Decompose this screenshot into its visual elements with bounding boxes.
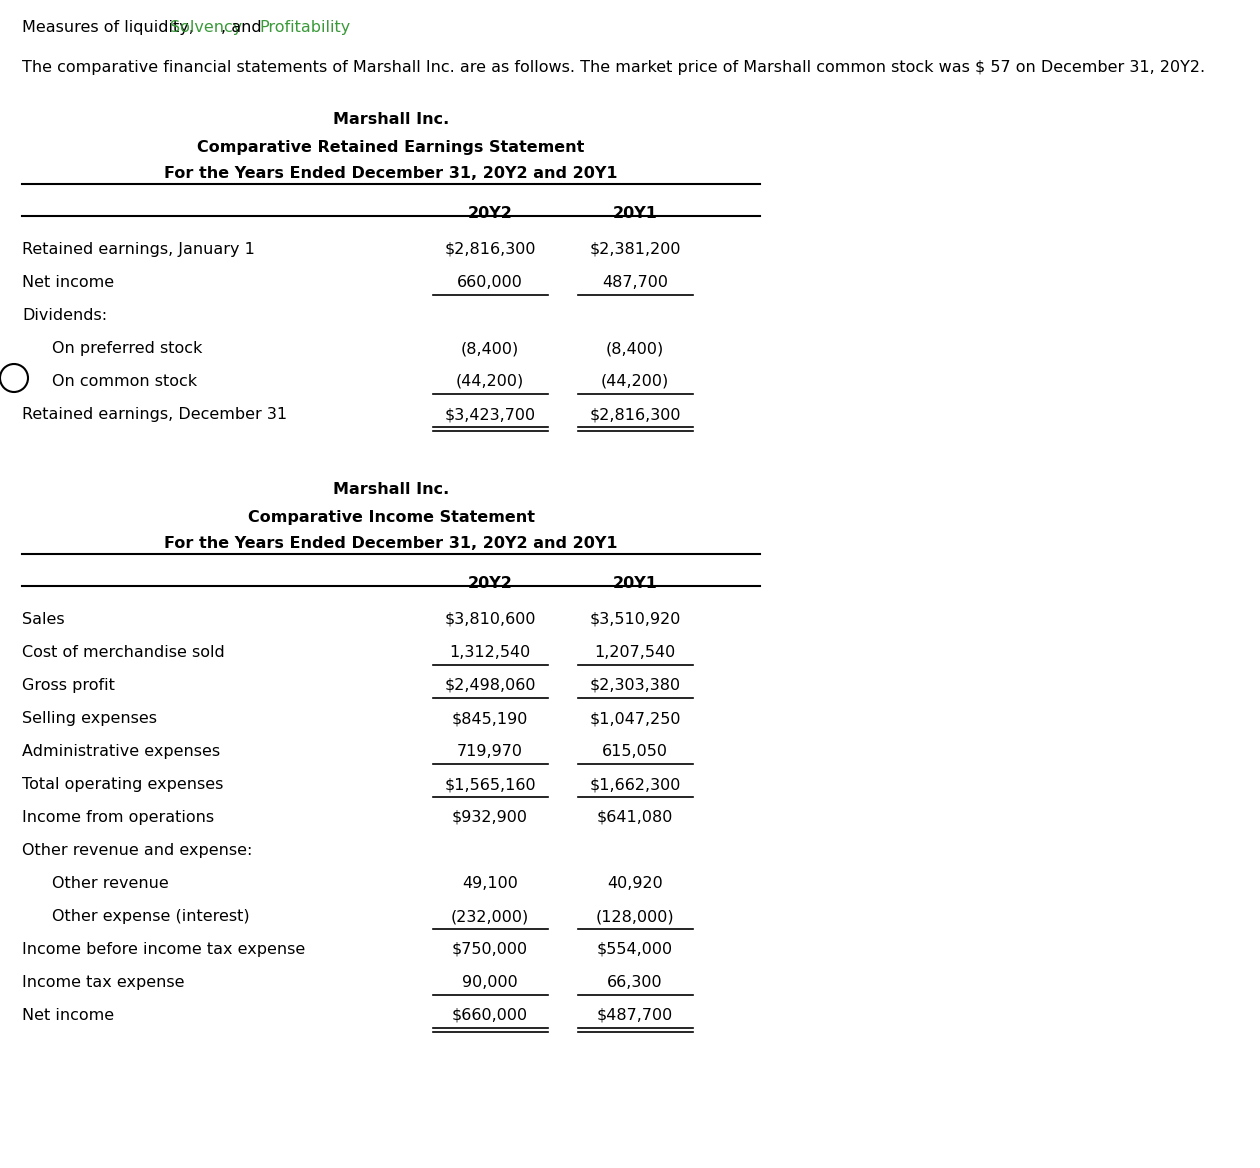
Text: (8,400): (8,400) — [606, 341, 664, 356]
Text: , and: , and — [220, 20, 267, 35]
Text: Comparative Retained Earnings Statement: Comparative Retained Earnings Statement — [198, 140, 585, 155]
Text: $641,080: $641,080 — [597, 809, 673, 825]
Text: Measures of liquidity,: Measures of liquidity, — [21, 20, 199, 35]
Text: $3,810,600: $3,810,600 — [445, 612, 536, 627]
Text: The comparative financial statements of Marshall Inc. are as follows. The market: The comparative financial statements of … — [21, 60, 1205, 75]
Text: $1,047,250: $1,047,250 — [590, 711, 680, 726]
Text: $2,303,380: $2,303,380 — [590, 677, 680, 693]
Text: $2,498,060: $2,498,060 — [445, 677, 536, 693]
Text: Income tax expense: Income tax expense — [21, 975, 184, 990]
Text: On common stock: On common stock — [52, 374, 197, 389]
Text: Other expense (interest): Other expense (interest) — [52, 909, 249, 924]
Text: 719,970: 719,970 — [457, 744, 523, 759]
Text: Income before income tax expense: Income before income tax expense — [21, 943, 305, 957]
Text: 49,100: 49,100 — [462, 876, 518, 891]
Text: $2,381,200: $2,381,200 — [590, 242, 680, 257]
Text: $554,000: $554,000 — [597, 943, 673, 957]
Text: Other revenue: Other revenue — [52, 876, 169, 891]
Text: Retained earnings, December 31: Retained earnings, December 31 — [21, 406, 287, 422]
Text: Administrative expenses: Administrative expenses — [21, 744, 220, 759]
Text: $2,816,300: $2,816,300 — [590, 406, 680, 422]
Text: 1,207,540: 1,207,540 — [595, 645, 675, 660]
Text: $1,662,300: $1,662,300 — [590, 777, 680, 792]
Text: Net income: Net income — [21, 274, 115, 290]
Text: Comparative Income Statement: Comparative Income Statement — [247, 510, 534, 524]
Text: $845,190: $845,190 — [452, 711, 528, 726]
Text: Marshall Inc.: Marshall Inc. — [333, 482, 449, 498]
Text: (232,000): (232,000) — [451, 909, 529, 924]
Text: 20Y1: 20Y1 — [612, 206, 658, 221]
Text: $2,816,300: $2,816,300 — [445, 242, 536, 257]
Text: Profitability: Profitability — [260, 20, 350, 35]
Text: (44,200): (44,200) — [601, 374, 669, 389]
Text: $750,000: $750,000 — [452, 943, 528, 957]
Text: 20Y2: 20Y2 — [467, 206, 513, 221]
Text: $3,510,920: $3,510,920 — [590, 612, 680, 627]
Text: 615,050: 615,050 — [602, 744, 668, 759]
Text: (8,400): (8,400) — [461, 341, 519, 356]
Text: 20Y2: 20Y2 — [467, 576, 513, 591]
Text: Retained earnings, January 1: Retained earnings, January 1 — [21, 242, 255, 257]
Text: 1,312,540: 1,312,540 — [450, 645, 530, 660]
Text: Net income: Net income — [21, 1008, 115, 1023]
Text: Total operating expenses: Total operating expenses — [21, 777, 223, 792]
Text: Income from operations: Income from operations — [21, 809, 214, 825]
Text: On preferred stock: On preferred stock — [52, 341, 203, 356]
Text: Dividends:: Dividends: — [21, 308, 107, 324]
Text: For the Years Ended December 31, 20Y2 and 20Y1: For the Years Ended December 31, 20Y2 an… — [164, 536, 617, 551]
Text: Other revenue and expense:: Other revenue and expense: — [21, 843, 252, 858]
Text: Gross profit: Gross profit — [21, 677, 115, 693]
Text: 660,000: 660,000 — [457, 274, 523, 290]
Text: $3,423,700: $3,423,700 — [445, 406, 536, 422]
Text: Marshall Inc.: Marshall Inc. — [333, 112, 449, 127]
Text: $932,900: $932,900 — [452, 809, 528, 825]
Text: 66,300: 66,300 — [607, 975, 663, 990]
Text: (128,000): (128,000) — [596, 909, 674, 924]
Text: Sales: Sales — [21, 612, 64, 627]
Text: Solvency: Solvency — [170, 20, 242, 35]
Text: Selling expenses: Selling expenses — [21, 711, 158, 726]
Text: 40,920: 40,920 — [607, 876, 663, 891]
Text: (44,200): (44,200) — [456, 374, 524, 389]
Text: $487,700: $487,700 — [597, 1008, 673, 1023]
Text: 20Y1: 20Y1 — [612, 576, 658, 591]
Text: $1,565,160: $1,565,160 — [445, 777, 536, 792]
Text: 487,700: 487,700 — [602, 274, 668, 290]
Text: $660,000: $660,000 — [452, 1008, 528, 1023]
Text: Cost of merchandise sold: Cost of merchandise sold — [21, 645, 224, 660]
Text: 90,000: 90,000 — [462, 975, 518, 990]
Text: For the Years Ended December 31, 20Y2 and 20Y1: For the Years Ended December 31, 20Y2 an… — [164, 166, 617, 181]
